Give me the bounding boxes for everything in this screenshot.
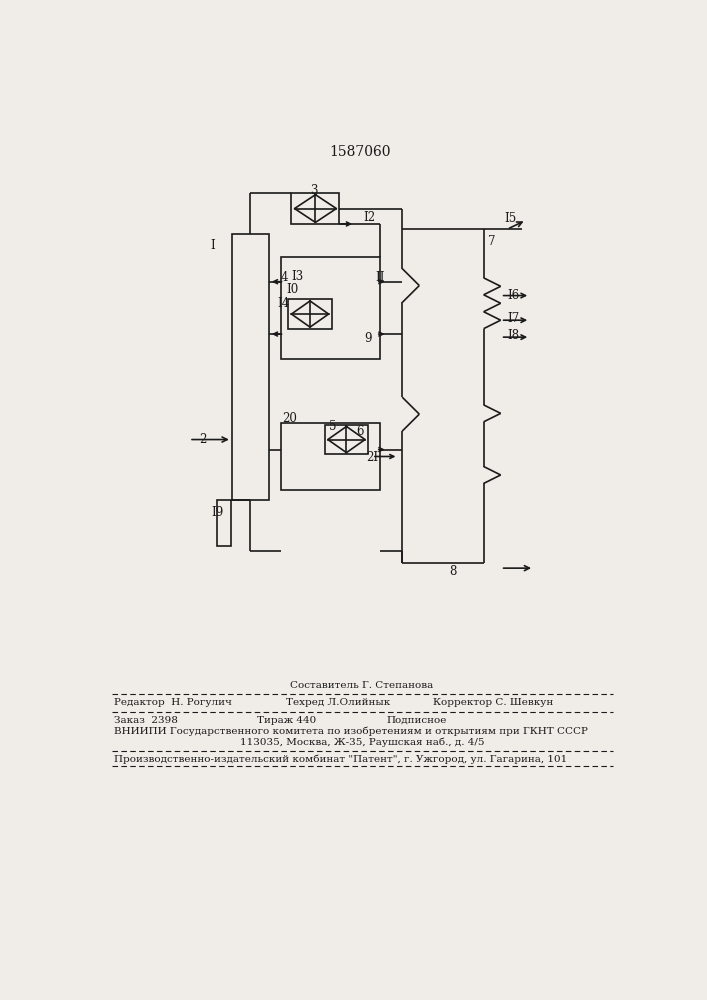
Bar	[325, 425, 368, 454]
Text: I: I	[210, 239, 215, 252]
Text: I6: I6	[507, 289, 519, 302]
Text: I7: I7	[507, 312, 519, 325]
Text: I3: I3	[291, 270, 304, 283]
Text: 20: 20	[282, 412, 297, 425]
Text: 8: 8	[449, 565, 456, 578]
Text: Производственно-издательский комбинат "Патент", г. Ужгород, ул. Гагарина, 101: Производственно-издательский комбинат "П…	[114, 754, 567, 764]
Text: Составитель Г. Степанова: Составитель Г. Степанова	[291, 681, 433, 690]
Text: I4: I4	[277, 297, 290, 310]
Bar	[217, 500, 231, 546]
Text: 2I: 2I	[366, 451, 378, 464]
Text: ВНИИПИ Государственного комитета по изобретениям и открытиям при ГКНТ СССР: ВНИИПИ Государственного комитета по изоб…	[114, 727, 588, 736]
Text: 3: 3	[310, 184, 317, 197]
Bar	[288, 299, 332, 329]
Text: Подписное: Подписное	[387, 716, 447, 725]
Text: I8: I8	[507, 329, 519, 342]
Text: Редактор  Н. Рогулич: Редактор Н. Рогулич	[114, 698, 232, 707]
Text: 2: 2	[199, 433, 206, 446]
Text: Корректор С. Шевкун: Корректор С. Шевкун	[433, 698, 554, 707]
Text: 1587060: 1587060	[329, 145, 390, 159]
Bar	[281, 257, 380, 359]
Text: 9: 9	[364, 332, 372, 345]
Bar	[232, 234, 269, 500]
Text: I9: I9	[211, 506, 224, 519]
Bar	[291, 193, 339, 224]
Text: Тираж 440: Тираж 440	[257, 716, 317, 725]
Text: 5: 5	[329, 420, 336, 433]
Text: I5: I5	[505, 212, 517, 225]
Text: 7: 7	[488, 235, 495, 248]
Text: Заказ  2398: Заказ 2398	[114, 716, 178, 725]
Bar	[281, 423, 380, 490]
Text: II: II	[375, 271, 385, 284]
Text: 6: 6	[356, 425, 364, 438]
Text: I2: I2	[363, 211, 375, 224]
Text: Техред Л.Олийнык: Техред Л.Олийнык	[286, 698, 390, 707]
Text: 4: 4	[281, 271, 288, 284]
Text: I0: I0	[286, 283, 298, 296]
Text: 113035, Москва, Ж-35, Раушская наб., д. 4/5: 113035, Москва, Ж-35, Раушская наб., д. …	[240, 738, 484, 747]
